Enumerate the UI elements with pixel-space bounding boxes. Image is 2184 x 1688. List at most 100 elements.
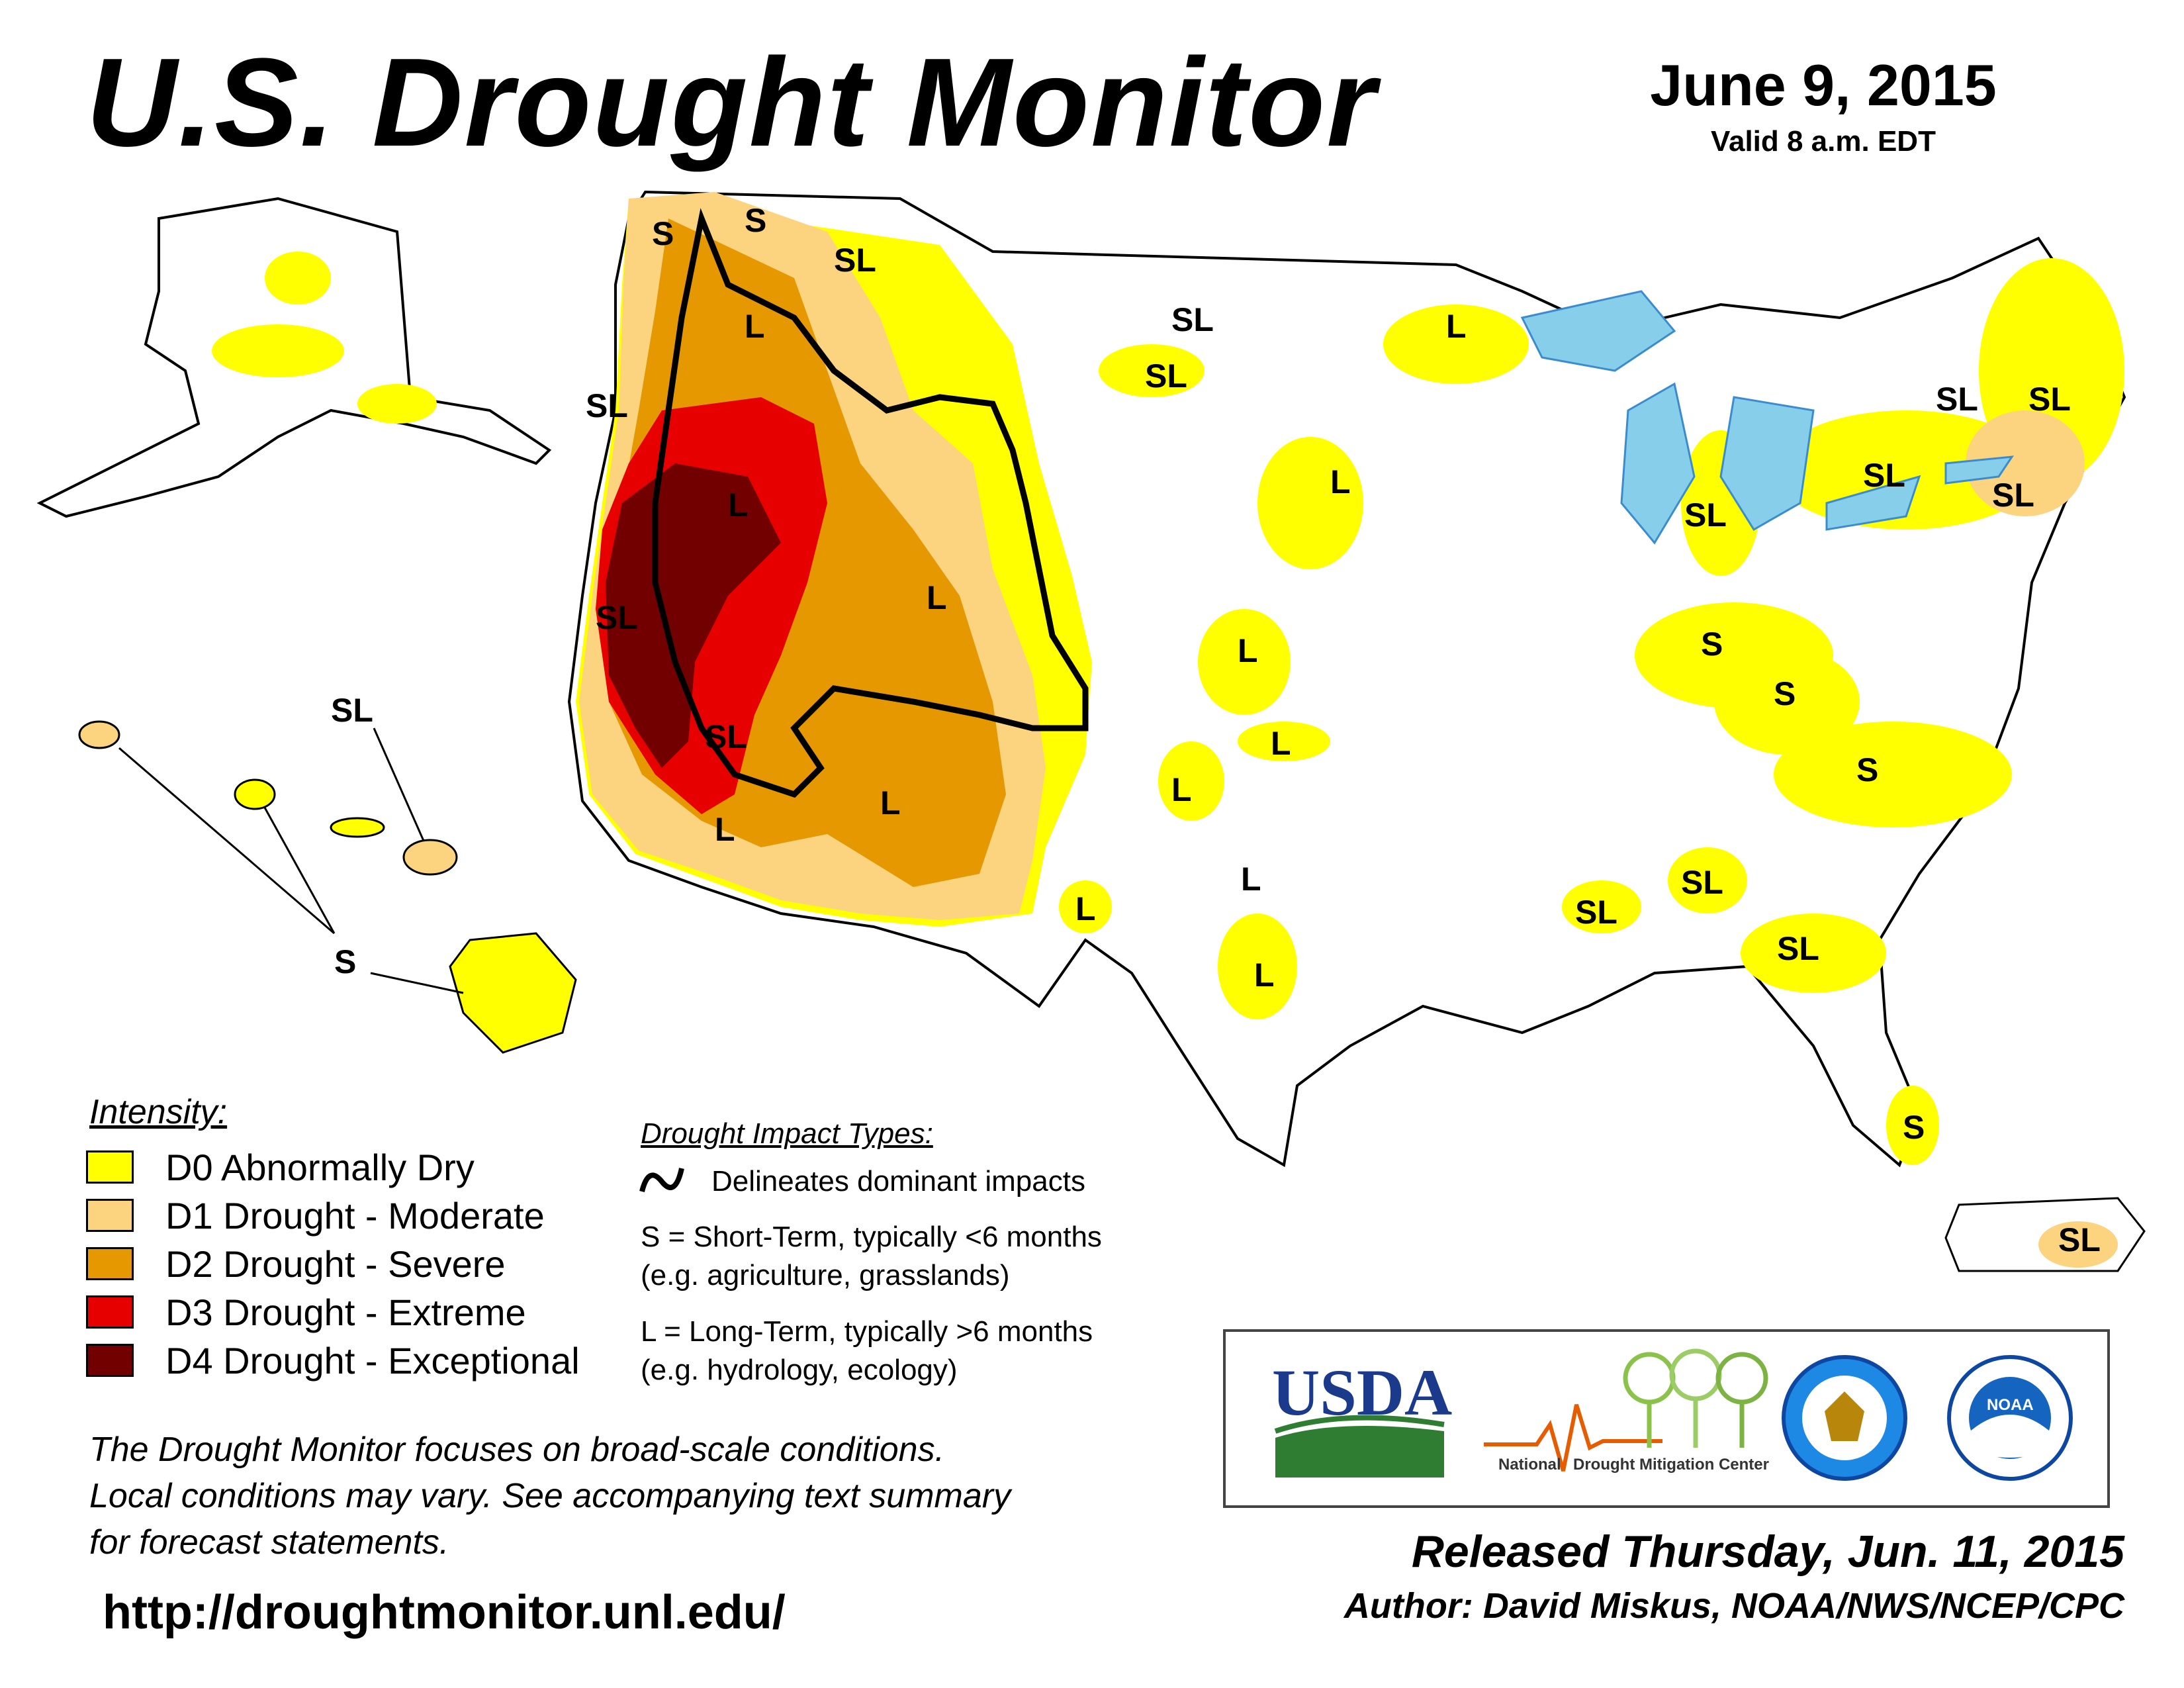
map-label: SL [834,242,876,279]
legend-swatch-d0 [86,1150,134,1184]
legend-item-d3: D3 Drought - Extreme [86,1291,526,1333]
d1-pr [2038,1221,2118,1268]
d0-nd [1099,344,1205,397]
map-label: S [334,943,356,980]
legend-item-d2: D2 Drought - Severe [86,1243,506,1285]
legend-item-d4: D4 Drought - Exceptional [86,1340,580,1382]
commerce-seal-icon [1782,1355,1907,1481]
impact-line-icon [639,1168,684,1193]
map-label: SL [1777,930,1819,967]
d0-al [1668,847,1747,914]
great-lakes [1520,290,2015,545]
map-label: SL [596,599,638,636]
d1-ne [1966,410,2085,516]
d0-tx [1218,914,1297,1019]
map-label: SL [1936,381,1978,418]
d0-ms [1562,880,1641,933]
d0-ks1 [1198,609,1291,715]
impact-labels: S S SL SL L L SL SL L L L L SL SL L L L … [331,202,2101,1258]
disclaimer-line: The Drought Monitor focuses on broad-sca… [89,1430,945,1469]
map-label: S [1903,1109,1925,1146]
map-label: L [1171,771,1192,808]
hi-molokai [330,817,385,838]
map-label: S [1774,675,1796,712]
map-label: L [715,811,735,848]
disclaimer-line: Local conditions may vary. See accompany… [89,1477,1011,1515]
short-term-example: (e.g. agriculture, grasslands) [641,1259,1010,1291]
d0-nc [1774,722,2012,827]
map-label: S [1856,751,1878,788]
map-label: L [1241,861,1261,898]
map-label: L [927,579,947,616]
ndmc-logo: National Drought Mitigation Center [1484,1348,1769,1474]
d0-ks2 [1238,722,1330,761]
partner-logos: USDA National Drought Mitigation Center [1223,1329,2110,1508]
map-label: SL [1145,357,1187,395]
map-label: L [1254,957,1275,994]
hi-kauai [78,720,120,749]
map-date: June 9, 2015 [1650,52,1997,118]
hi-big-island [449,932,577,1054]
legend-swatch-d2 [86,1247,134,1280]
usda-logo: USDA [1272,1356,1452,1477]
map-label: SL [1684,496,1727,534]
impact-line-label: Delineates dominant impacts [711,1165,1085,1197]
map-label: SL [1681,864,1723,901]
d0-nm [1059,880,1112,933]
ndmc-text-a: National [1498,1456,1561,1474]
map-label: L [1238,632,1258,669]
d0-ak3 [357,384,437,424]
d0-ia [1257,437,1363,569]
d0-ga [1741,914,1886,993]
legend-heading: Intensity: [89,1093,228,1131]
d0-wv [1714,649,1860,755]
noaa-seal-icon: NOAA [1947,1355,2073,1481]
map-label: L [1075,890,1096,927]
long-term-label: L = Long-Term, typically >6 months [641,1315,1093,1348]
legend-item-d1: D1 Drought - Moderate [86,1195,545,1237]
map-label: L [1446,308,1467,345]
legend-swatch-d1 [86,1199,134,1232]
map-label: SL [2028,381,2071,418]
hi-maui [402,839,458,876]
map-label: L [1330,463,1351,500]
impact-types-heading: Drought Impact Types: [641,1117,933,1150]
d0-fl [1886,1086,1939,1165]
long-term-example: (e.g. hydrology, ecology) [641,1354,958,1386]
map-title: U.S. Drought Monitor [86,32,1377,173]
disclaimer-line: for forecast statements. [89,1523,449,1562]
map-label: L [880,784,901,821]
map-label: S [745,202,766,239]
map-label: SL [586,387,628,424]
map-label: SL [1575,894,1617,931]
d0-ak2 [212,324,344,377]
legend-swatch-d4 [86,1344,134,1377]
d0-ak1 [265,252,331,305]
map-label: SL [1171,301,1214,338]
ndmc-text-b: Drought Mitigation Center [1573,1456,1769,1474]
map-label: S [652,215,674,252]
map-label: SL [705,718,747,755]
map-label: L [745,308,765,345]
map-label: S [1701,626,1723,663]
d4-west [606,463,781,768]
map-label: SL [1992,477,2034,514]
author: Author: David Miskus, NOAA/NWS/NCEP/CPC [1343,1586,2124,1626]
noaa-text: NOAA [1987,1396,2034,1414]
website-url[interactable]: http://droughtmonitor.unl.edu/ [103,1586,786,1639]
impact-line-west [652,208,1089,798]
legend-item-d0: D0 Abnormally Dry [86,1147,475,1188]
hi-oahu [234,778,276,810]
d0-ok [1158,741,1224,821]
d0-mn [1383,305,1529,384]
map-label: L [1271,725,1291,762]
map-label: L [728,487,749,524]
valid-time: Valid 8 a.m. EDT [1711,125,1936,158]
short-term-label: S = Short-Term, typically <6 months [641,1221,1102,1253]
legend-swatch-d3 [86,1295,134,1329]
release-date: Released Thursday, Jun. 11, 2015 [1411,1526,2124,1577]
map-label: SL [331,692,373,729]
logos-svg: USDA National Drought Mitigation Center [1272,1348,2073,1481]
disclaimer: The Drought Monitor focuses on broad-sca… [89,1427,1214,1566]
